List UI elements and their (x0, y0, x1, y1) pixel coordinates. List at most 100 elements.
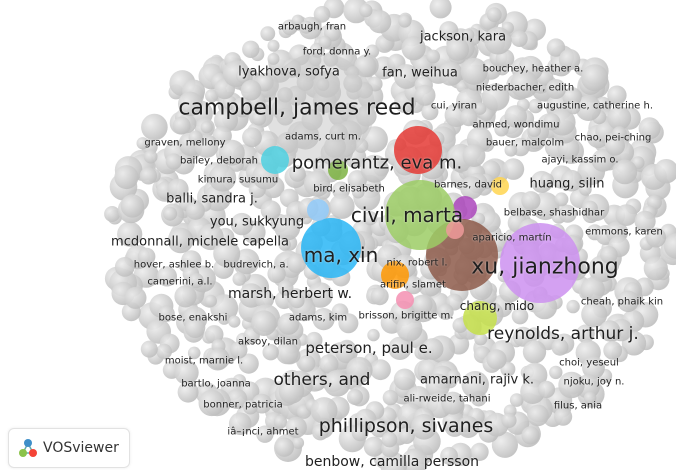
cluster-bubble[interactable] (453, 196, 477, 220)
bubble (521, 426, 540, 445)
author-label[interactable]: filus, ania (553, 400, 603, 412)
bubble (158, 305, 175, 323)
author-label[interactable]: xu, jianzhong (471, 254, 619, 280)
cluster-bubble[interactable] (394, 126, 442, 174)
author-label[interactable]: aksoy, dilan (238, 336, 298, 348)
author-label[interactable]: bauer, malcolm (485, 137, 565, 149)
author-label[interactable]: fan, weihua (382, 65, 458, 81)
author-label[interactable]: adams, kim (288, 312, 348, 324)
author-label[interactable]: ford, donna y. (302, 46, 372, 58)
author-label[interactable]: others, and (273, 370, 371, 390)
cluster-bubble[interactable] (261, 146, 289, 174)
author-label[interactable]: bartlo, joanna (181, 378, 251, 390)
bubble (474, 332, 488, 346)
author-label[interactable]: reynolds, arthur j. (487, 324, 639, 344)
author-label[interactable]: ajayi, kassim o. (541, 154, 619, 166)
author-label[interactable]: civil, marta (350, 203, 464, 227)
bubble (591, 149, 615, 172)
cluster-bubble[interactable] (265, 53, 375, 163)
author-label[interactable]: iâ–¡nci, ahmet (227, 426, 299, 438)
author-label[interactable]: hover, ashlee b. (133, 259, 215, 271)
author-label[interactable]: arbaugh, fran (277, 21, 347, 33)
cluster-bubble[interactable] (385, 180, 455, 250)
bubble (167, 178, 189, 200)
bubble (233, 248, 260, 275)
bubble (178, 91, 203, 117)
bubble (359, 3, 373, 18)
bubble (274, 214, 301, 241)
cluster-bubble[interactable] (446, 221, 464, 239)
author-label[interactable]: balli, sandra j. (166, 191, 258, 207)
author-label[interactable]: huang, silin (529, 176, 605, 192)
bubble (575, 95, 602, 121)
vosviewer-logo[interactable]: VOSviewer (8, 428, 130, 468)
author-label[interactable]: aparicio, martín (472, 232, 552, 244)
bubble (136, 137, 149, 150)
author-label[interactable]: cheah, phaik kin (580, 296, 664, 308)
author-label[interactable]: emmons, karen (585, 226, 663, 238)
author-label[interactable]: chang, mido (459, 299, 535, 313)
cluster-bubble[interactable] (301, 218, 361, 278)
bubble (212, 126, 232, 146)
author-label[interactable]: lyakhova, sofya (238, 64, 340, 80)
author-label[interactable]: mcdonnall, michele capella (111, 234, 289, 250)
bubble (210, 294, 239, 322)
author-label[interactable]: chao, pei-ching (574, 132, 652, 144)
bubble (663, 233, 676, 259)
bubble (114, 165, 139, 190)
author-label[interactable]: camerini, a.l. (147, 276, 213, 288)
author-label[interactable]: marsh, herbert w. (227, 286, 353, 302)
author-label[interactable]: augustine, catherine h. (536, 100, 654, 112)
author-label[interactable]: peterson, paul e. (305, 339, 433, 357)
author-label[interactable]: pomerantz, eva m. (291, 152, 463, 174)
author-label[interactable]: brisson, brigitte m. (358, 310, 454, 322)
bubble (460, 176, 484, 200)
author-label[interactable]: arifin, slamet (380, 279, 446, 291)
cluster-bubble[interactable] (491, 177, 509, 195)
author-label[interactable]: belbase, shashidhar (503, 207, 605, 219)
author-label[interactable]: kimura, susumu (197, 174, 279, 186)
cluster-bubble[interactable] (307, 199, 329, 221)
bubble (351, 185, 365, 199)
author-label[interactable]: you, sukkyung (209, 214, 305, 230)
author-label[interactable]: bose, enakshi (158, 312, 228, 324)
bubble (643, 256, 668, 281)
cluster-bubble[interactable] (500, 223, 580, 303)
author-label[interactable]: ali-rweide, tahani (403, 393, 491, 405)
author-label[interactable]: ma, xin (303, 243, 379, 267)
author-label[interactable]: niederbacher, edith (475, 82, 575, 94)
author-label[interactable]: benbow, camilla persson (304, 454, 480, 470)
author-label[interactable]: ahmed, wondimu (472, 119, 560, 131)
bubble (368, 10, 392, 34)
author-label[interactable]: njoku, joy n. (563, 376, 625, 388)
cluster-bubble[interactable] (381, 261, 409, 289)
cluster-bubble[interactable] (396, 291, 414, 309)
author-label[interactable]: moist, marnie l. (164, 355, 244, 367)
author-label[interactable]: bouchey, heather a. (482, 63, 584, 75)
author-label[interactable]: budrevich, a. (223, 259, 289, 271)
cluster-bubble[interactable] (328, 160, 348, 180)
author-label[interactable]: graven, mellony (144, 137, 226, 149)
author-label[interactable]: bird, elisabeth (313, 183, 385, 195)
bubble (511, 307, 529, 325)
author-label[interactable]: campbell, james reed (178, 95, 416, 121)
bubble (554, 407, 573, 426)
bubble (437, 303, 454, 320)
bubble (335, 340, 358, 364)
author-label[interactable]: adams, curt m. (285, 131, 361, 143)
author-label[interactable]: cui, yiran (430, 100, 478, 112)
author-label[interactable]: bailey, deborah (179, 155, 259, 167)
bubble (277, 313, 300, 335)
author-label[interactable]: barnes, david (434, 179, 502, 191)
author-label[interactable]: amarnani, rajiv k. (419, 372, 535, 388)
author-label[interactable]: phillipson, sivanes (318, 415, 494, 437)
author-label[interactable]: jackson, kara (419, 29, 507, 45)
author-label[interactable]: bonner, patricia (203, 399, 283, 411)
author-label[interactable]: nix, robert l. (386, 257, 448, 269)
bubble (289, 165, 306, 182)
bubble (460, 57, 488, 85)
author-label[interactable]: choi, yeseul (559, 357, 619, 369)
cluster-bubble[interactable] (463, 301, 497, 335)
bubble (137, 247, 156, 266)
